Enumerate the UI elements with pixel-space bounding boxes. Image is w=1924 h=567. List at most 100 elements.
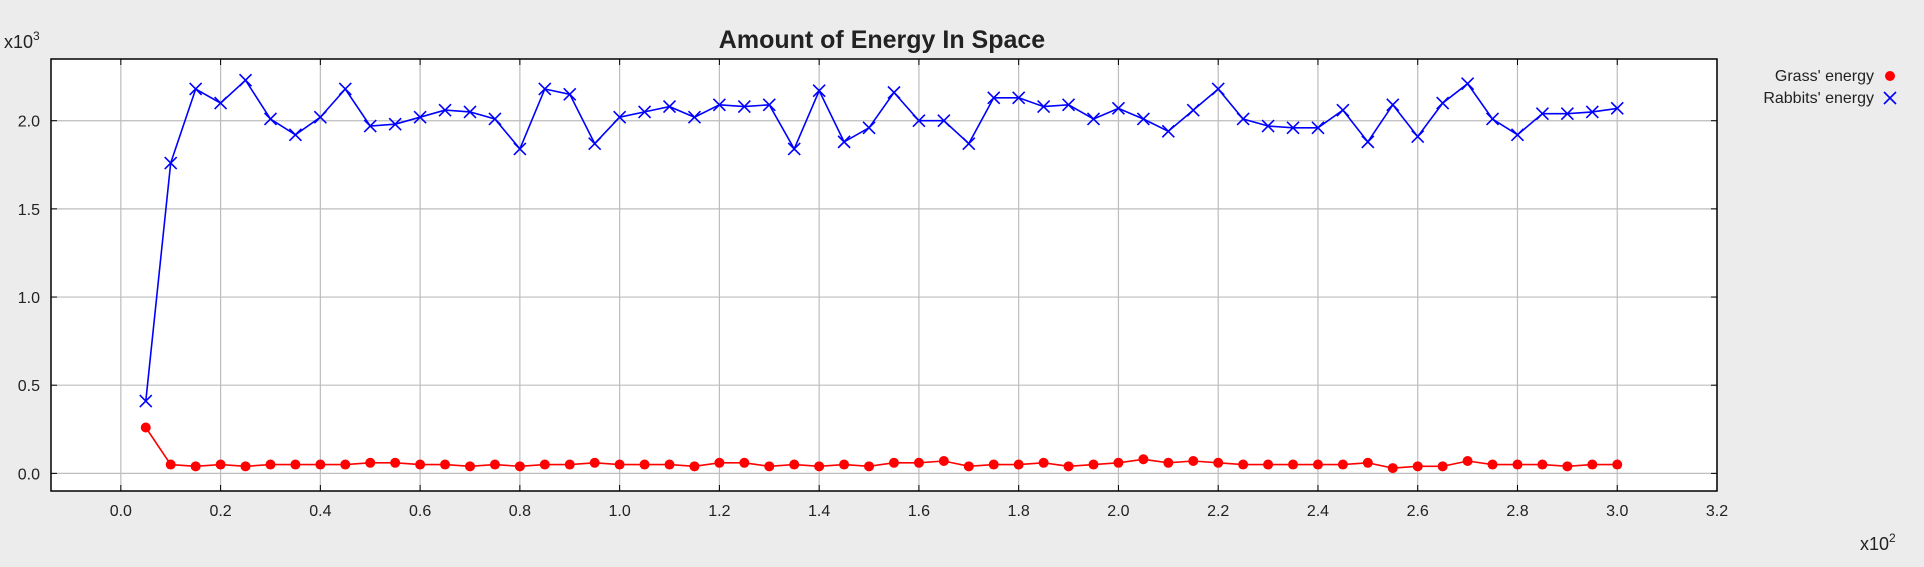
x-multiplier-exponent: 2 xyxy=(1889,531,1896,545)
data-point-grass xyxy=(1462,456,1473,467)
data-point-grass xyxy=(888,457,899,468)
grid xyxy=(51,59,1718,491)
data-point-rabbits xyxy=(1336,103,1350,117)
data-point-rabbits xyxy=(987,91,1001,105)
data-point-grass xyxy=(839,459,850,470)
chart-title: Amount of Energy In Space xyxy=(719,26,1046,54)
data-point-grass xyxy=(1562,461,1573,472)
axis-ticks: 0.0 0.2 0.4 0.6 0.8 1.0 1.2 1.4 1.6 1.8 2.0 2.2 2.4 2… xyxy=(18,59,1728,520)
data-point-rabbits xyxy=(513,142,527,156)
x-tick-label: 0.8 xyxy=(509,503,531,520)
data-point-grass xyxy=(988,459,999,470)
data-point-rabbits xyxy=(1510,128,1525,142)
data-point-rabbits xyxy=(687,110,702,124)
data-point-grass xyxy=(1113,457,1124,468)
data-point-rabbits xyxy=(1236,112,1250,126)
x-tick-label: 2.2 xyxy=(1207,503,1229,520)
data-point-grass xyxy=(1288,459,1299,470)
data-point-rabbits xyxy=(837,135,851,149)
data-point-rabbits xyxy=(1286,121,1300,135)
x-axis-multiplier: x102 xyxy=(1860,531,1896,554)
data-point-grass xyxy=(290,459,301,470)
data-point-grass xyxy=(913,457,924,468)
data-point-grass xyxy=(1163,457,1174,468)
x-multiplier-base: x10 xyxy=(1860,534,1889,554)
data-point-grass xyxy=(1312,459,1323,470)
data-point-rabbits xyxy=(1136,112,1150,126)
y-tick-label: 0.5 xyxy=(18,378,40,395)
data-point-rabbits xyxy=(1111,101,1126,115)
data-point-grass xyxy=(639,459,650,470)
y-multiplier-exponent: 3 xyxy=(33,29,40,43)
data-point-rabbits xyxy=(1411,130,1425,144)
data-point-rabbits xyxy=(613,110,627,124)
data-point-grass xyxy=(589,457,600,468)
data-point-rabbits xyxy=(263,112,278,126)
data-point-grass xyxy=(1512,459,1523,470)
data-point-grass xyxy=(1063,461,1074,472)
data-point-rabbits xyxy=(1361,135,1375,149)
data-point-grass xyxy=(664,459,675,470)
data-point-rabbits xyxy=(1610,101,1624,115)
data-point-rabbits xyxy=(1535,107,1549,121)
data-point-grass xyxy=(814,461,825,472)
data-point-rabbits xyxy=(662,100,677,114)
x-tick-label: 0.0 xyxy=(110,503,132,520)
data-point-grass xyxy=(240,461,251,472)
data-point-rabbits xyxy=(164,156,178,170)
data-point-rabbits xyxy=(737,100,751,114)
data-point-rabbits xyxy=(1560,107,1574,121)
legend-marker-grass xyxy=(1885,71,1895,81)
data-point-rabbits xyxy=(1485,112,1500,126)
data-point-grass xyxy=(215,459,226,470)
data-point-rabbits xyxy=(962,137,976,151)
data-point-grass xyxy=(714,457,725,468)
y-multiplier-base: x10 xyxy=(4,32,33,52)
x-tick-label: 3.0 xyxy=(1606,503,1628,520)
data-point-rabbits xyxy=(1436,96,1450,110)
data-point-grass xyxy=(689,461,700,472)
data-point-grass xyxy=(764,461,775,472)
y-tick-label: 1.5 xyxy=(18,202,40,219)
data-point-rabbits xyxy=(388,117,402,131)
data-point-grass xyxy=(1387,463,1398,474)
data-point-grass xyxy=(1188,456,1199,467)
data-point-grass xyxy=(1537,459,1548,470)
data-point-rabbits xyxy=(189,82,203,96)
data-point-grass xyxy=(265,459,276,470)
data-point-grass xyxy=(165,459,176,470)
data-point-rabbits xyxy=(1161,124,1175,138)
data-point-grass xyxy=(190,461,201,472)
y-axis-multiplier: x103 xyxy=(4,29,40,52)
data-point-grass xyxy=(963,461,974,472)
data-point-grass xyxy=(938,456,949,467)
data-point-grass xyxy=(1013,459,1024,470)
data-point-grass xyxy=(1487,459,1498,470)
data-point-rabbits xyxy=(1186,103,1200,117)
data-point-grass xyxy=(1362,457,1373,468)
data-point-grass xyxy=(415,459,426,470)
data-point-rabbits xyxy=(463,105,477,119)
data-point-grass xyxy=(1437,461,1448,472)
data-point-grass xyxy=(1263,459,1274,470)
x-tick-label: 2.8 xyxy=(1506,503,1528,520)
data-point-grass xyxy=(789,459,800,470)
data-point-grass xyxy=(1587,459,1598,470)
data-point-grass xyxy=(140,422,151,433)
data-point-grass xyxy=(1038,457,1049,468)
data-point-grass xyxy=(539,459,550,470)
legend: Grass' energy Rabbits' energy xyxy=(1763,68,1897,107)
data-point-grass xyxy=(1412,461,1423,472)
data-point-grass xyxy=(1088,459,1099,470)
data-point-grass xyxy=(614,459,625,470)
series-grass xyxy=(140,422,1623,474)
data-point-rabbits xyxy=(1311,121,1325,135)
x-tick-label: 1.6 xyxy=(908,503,930,520)
x-tick-label: 0.4 xyxy=(309,503,331,520)
data-point-grass xyxy=(864,461,875,472)
x-tick-label: 1.2 xyxy=(708,503,730,520)
data-point-rabbits xyxy=(563,87,577,101)
plot-area xyxy=(51,59,1717,491)
